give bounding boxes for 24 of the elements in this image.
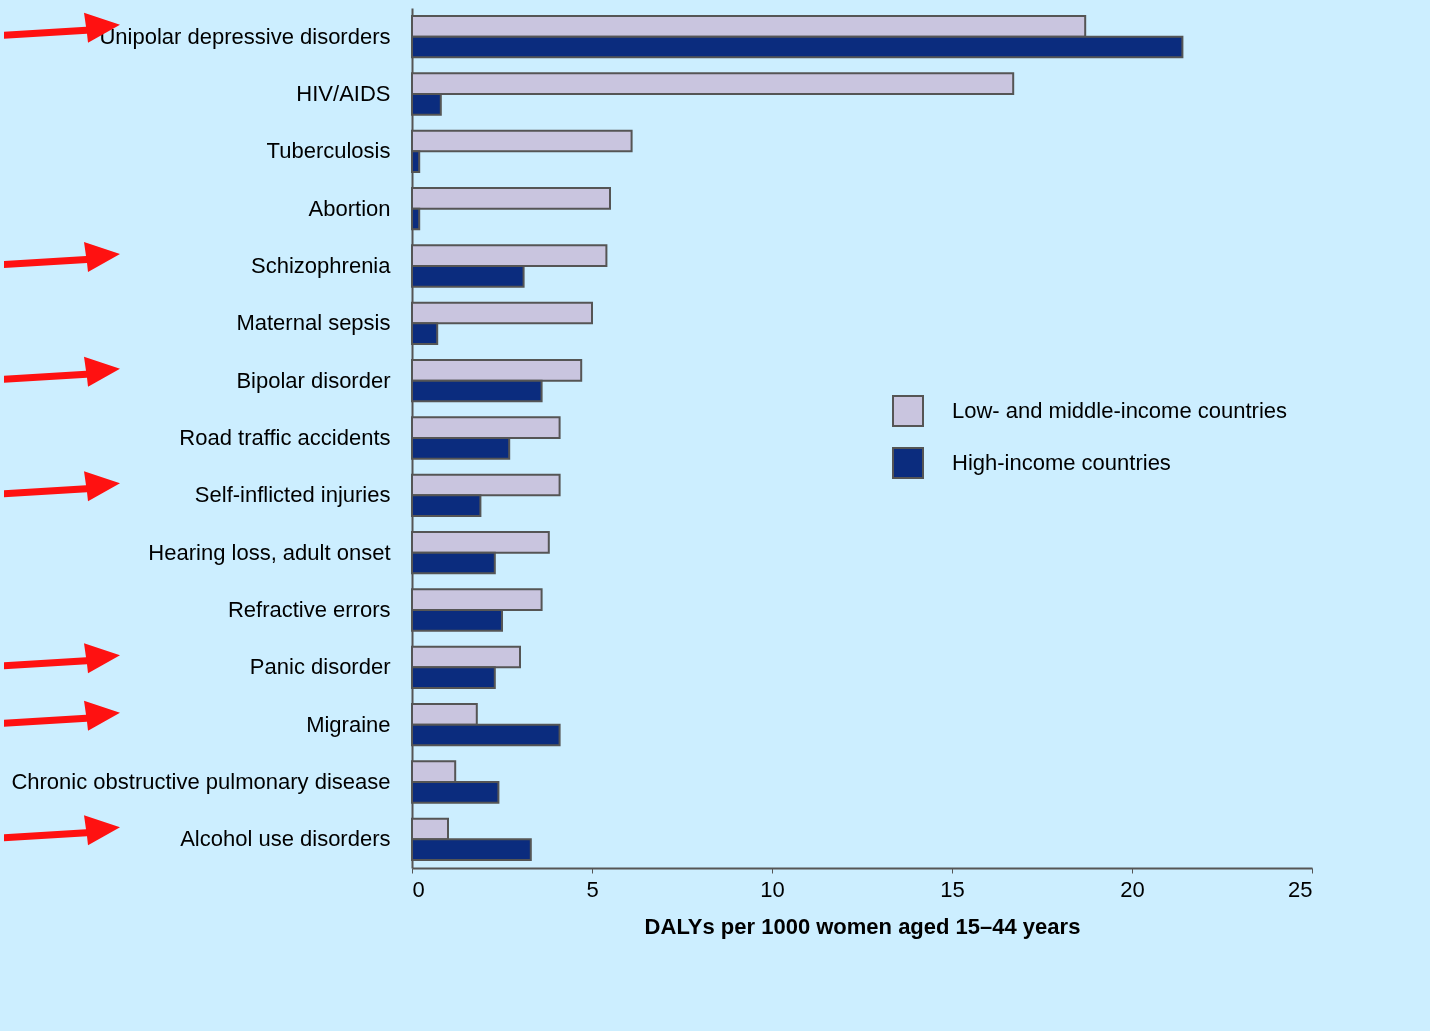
y-tick-label: Refractive errors <box>227 597 391 622</box>
y-tick-label: Hearing loss, adult onset <box>148 539 391 565</box>
y-tick-label: Bipolar disorder <box>236 367 391 393</box>
y-tick-label: Maternal sepsis <box>236 310 391 336</box>
y-tick-label: Panic disorder <box>249 654 391 680</box>
x-tick-label: 5 <box>586 876 599 902</box>
x-tick-label: 0 <box>412 876 425 902</box>
y-tick-label: Abortion <box>308 195 391 221</box>
x-tick-label: 15 <box>940 876 965 902</box>
y-tick-label: Chronic obstructive pulmonary disease <box>11 769 391 794</box>
legend-label: High-income countries <box>952 450 1171 475</box>
x-tick-label: 20 <box>1120 876 1145 902</box>
y-tick-label: HIV/AIDS <box>296 81 391 106</box>
legend-label: Low- and middle-income countries <box>952 398 1288 423</box>
y-tick-label: Unipolar depressive disorders <box>99 23 391 49</box>
y-tick-label: Alcohol use disorders <box>180 826 391 852</box>
y-tick-label: Schizophrenia <box>251 253 392 278</box>
y-tick-label: Tuberculosis <box>266 138 391 164</box>
y-tick-label: Self-inflicted injuries <box>194 482 391 508</box>
x-tick-label: 10 <box>760 876 785 902</box>
y-tick-label: Migraine <box>306 711 391 737</box>
x-axis-title: DALYs per 1000 women aged 15–44 years <box>644 913 1081 939</box>
x-tick-label: 25 <box>1288 876 1313 902</box>
y-tick-label: Road traffic accidents <box>179 425 391 450</box>
